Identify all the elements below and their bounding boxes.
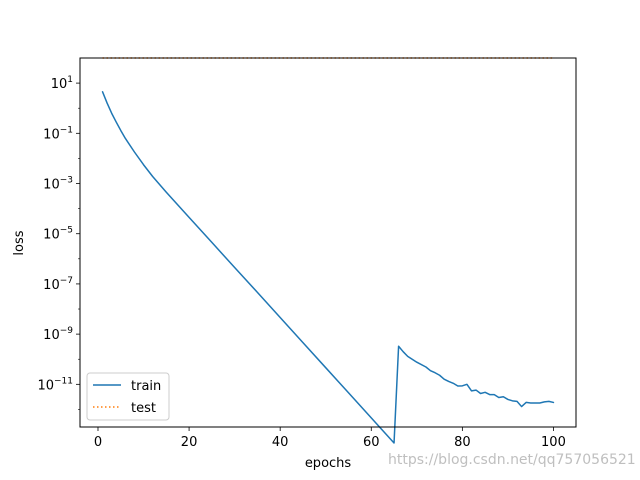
x-tick-label: 80 xyxy=(454,435,471,450)
watermark: https://blog.csdn.net/qq757056521 xyxy=(388,452,636,468)
y-axis-label: loss xyxy=(12,230,27,255)
x-tick-label: 20 xyxy=(181,435,198,450)
legend-label-test: test xyxy=(131,401,156,416)
legend-label-train: train xyxy=(131,379,161,394)
x-axis-label: epochs xyxy=(305,456,352,471)
x-tick-label: 100 xyxy=(541,435,566,450)
x-tick-label: 40 xyxy=(272,435,289,450)
legend: train test xyxy=(87,373,169,420)
x-tick-label: 60 xyxy=(363,435,380,450)
x-tick-label: 0 xyxy=(94,435,102,450)
